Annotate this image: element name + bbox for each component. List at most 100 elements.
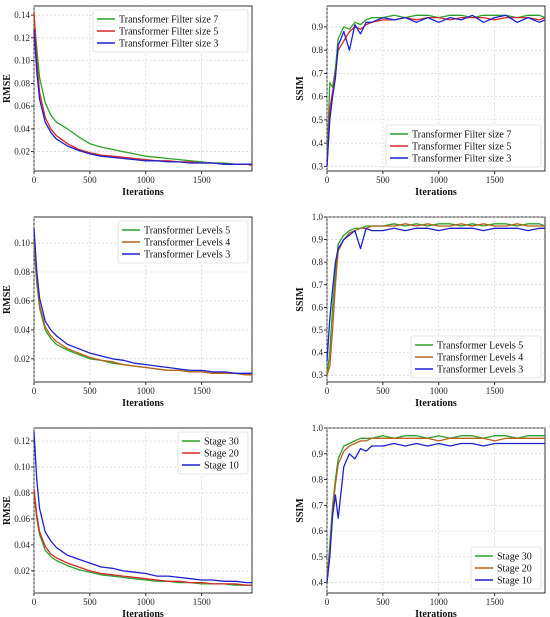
x-tick-label: 500 xyxy=(83,175,97,185)
y-tick-label: 0.04 xyxy=(14,540,30,550)
y-tick-label: 0.9 xyxy=(312,22,324,32)
x-axis-label: Iterations xyxy=(415,187,457,198)
y-tick-label: 0.08 xyxy=(14,267,30,277)
legend-label: Transformer Levels 5 xyxy=(144,226,230,237)
x-tick-label: 500 xyxy=(83,386,97,396)
legend-box xyxy=(385,124,542,168)
legend-label: Transformer Filter size 7 xyxy=(412,130,511,141)
series-line-3 xyxy=(33,228,252,374)
y-tick-label: 0.3 xyxy=(312,161,324,171)
y-tick-label: 0.10 xyxy=(14,56,30,66)
x-tick-label: 1500 xyxy=(193,175,212,185)
legend-label: Transformer Levels 3 xyxy=(437,365,523,376)
series-line-3 xyxy=(33,431,252,584)
legend-label: Transformer Filter size 3 xyxy=(119,39,218,50)
x-tick-label: 0 xyxy=(32,386,37,396)
y-tick-label: 0.04 xyxy=(14,124,30,134)
x-tick-label: 1500 xyxy=(486,386,505,396)
legend-label: Transformer Filter size 7 xyxy=(119,15,218,26)
legend-label: Stage 20 xyxy=(204,449,239,460)
legend-box xyxy=(410,335,542,379)
x-tick-label: 1000 xyxy=(137,175,156,185)
y-tick-label: 0.12 xyxy=(14,33,30,43)
legend-label: Stage 20 xyxy=(497,564,532,575)
legend: Transformer Filter size 7 Transformer Fil… xyxy=(92,9,249,53)
series-line-1 xyxy=(326,223,546,376)
x-tick-label: 0 xyxy=(325,597,330,607)
y-tick-label: 0.06 xyxy=(14,296,30,306)
y-tick-label: 0.10 xyxy=(14,462,30,472)
legend-label: Stage 10 xyxy=(497,576,532,587)
y-tick-label: 0.10 xyxy=(14,238,30,248)
x-tick-label: 1000 xyxy=(137,386,156,396)
x-tick-label: 500 xyxy=(376,597,390,607)
chart-3: 0 500 1000 1500 0.02 0.04 0.06 0.08 0.10 Iteratio… xyxy=(2,216,253,409)
x-tick-label: 0 xyxy=(32,597,37,607)
chart-6: 0 500 1000 1500 0.4 0.5 0.6 0.7 0.8 0.9 1.0 Iterati… xyxy=(295,423,546,617)
y-tick-label: 0.8 xyxy=(312,257,324,267)
y-tick-label: 0.02 xyxy=(14,354,30,364)
y-tick-label: 0.12 xyxy=(14,436,30,446)
legend-label: Transformer Levels 3 xyxy=(144,250,230,261)
y-axis-label: SSIM xyxy=(295,76,306,101)
y-tick-label: 0.9 xyxy=(312,449,324,459)
y-tick-label: 0.14 xyxy=(14,10,30,20)
y-axis-label: RMSE xyxy=(2,285,13,314)
x-tick-label: 500 xyxy=(83,597,97,607)
series-line-1 xyxy=(326,435,545,583)
y-tick-label: 0.7 xyxy=(312,280,324,290)
series-line-3 xyxy=(33,29,252,165)
chart-4: 0 500 1000 1500 0.3 0.4 0.5 0.6 0.7 0.8 0.9 1.0 Iter… xyxy=(295,212,546,409)
x-tick-label: 1000 xyxy=(430,386,449,396)
x-tick-label: 1500 xyxy=(486,597,505,607)
legend-box xyxy=(92,9,249,53)
y-tick-label: 0.6 xyxy=(312,302,324,312)
legend-label: Transformer Levels 4 xyxy=(144,238,230,249)
y-tick-label: 0.06 xyxy=(14,101,30,111)
legend-box xyxy=(177,431,249,475)
x-tick-label: 0 xyxy=(32,175,37,185)
y-axis-label: SSIM xyxy=(295,498,306,523)
legend-box xyxy=(117,220,249,264)
y-tick-label: 0.08 xyxy=(14,78,30,88)
y-tick-label: 1.0 xyxy=(312,423,324,433)
series-line-2 xyxy=(326,223,545,376)
legend-label: Transformer Filter size 5 xyxy=(412,142,511,153)
y-tick-label: 0.7 xyxy=(312,500,324,510)
y-tick-label: 0.4 xyxy=(312,138,324,148)
y-tick-label: 0.02 xyxy=(14,147,30,157)
y-tick-label: 0.02 xyxy=(14,566,30,576)
y-tick-label: 0.06 xyxy=(14,514,30,524)
y-tick-label: 0.5 xyxy=(312,115,324,125)
x-axis-label: Iterations xyxy=(122,187,164,198)
x-axis-label: Iterations xyxy=(122,609,164,617)
y-tick-label: 0.4 xyxy=(312,578,324,588)
x-tick-label: 1000 xyxy=(430,597,449,607)
x-tick-label: 1500 xyxy=(193,386,212,396)
series-line-3 xyxy=(326,442,545,583)
series-line-3 xyxy=(326,227,545,362)
y-tick-label: 0.7 xyxy=(312,68,324,78)
y-axis-label: SSIM xyxy=(295,287,306,312)
x-tick-label: 500 xyxy=(376,386,390,396)
y-tick-label: 0.5 xyxy=(312,325,324,335)
y-axis-label: RMSE xyxy=(2,74,13,103)
x-tick-label: 1000 xyxy=(137,597,156,607)
y-axis-label: RMSE xyxy=(2,496,13,525)
y-tick-label: 0.6 xyxy=(312,92,324,102)
legend-box xyxy=(470,546,542,590)
x-tick-label: 0 xyxy=(325,386,330,396)
series-line-3 xyxy=(326,14,546,167)
legend-label: Transformer Filter size 3 xyxy=(412,154,511,165)
legend-label: Stage 10 xyxy=(204,461,239,472)
series-line-2 xyxy=(33,489,252,586)
y-tick-label: 0.6 xyxy=(312,526,324,536)
x-axis-label: Iterations xyxy=(415,609,457,617)
legend-label: Transformer Levels 4 xyxy=(437,353,523,364)
x-axis-label: Iterations xyxy=(122,398,164,409)
